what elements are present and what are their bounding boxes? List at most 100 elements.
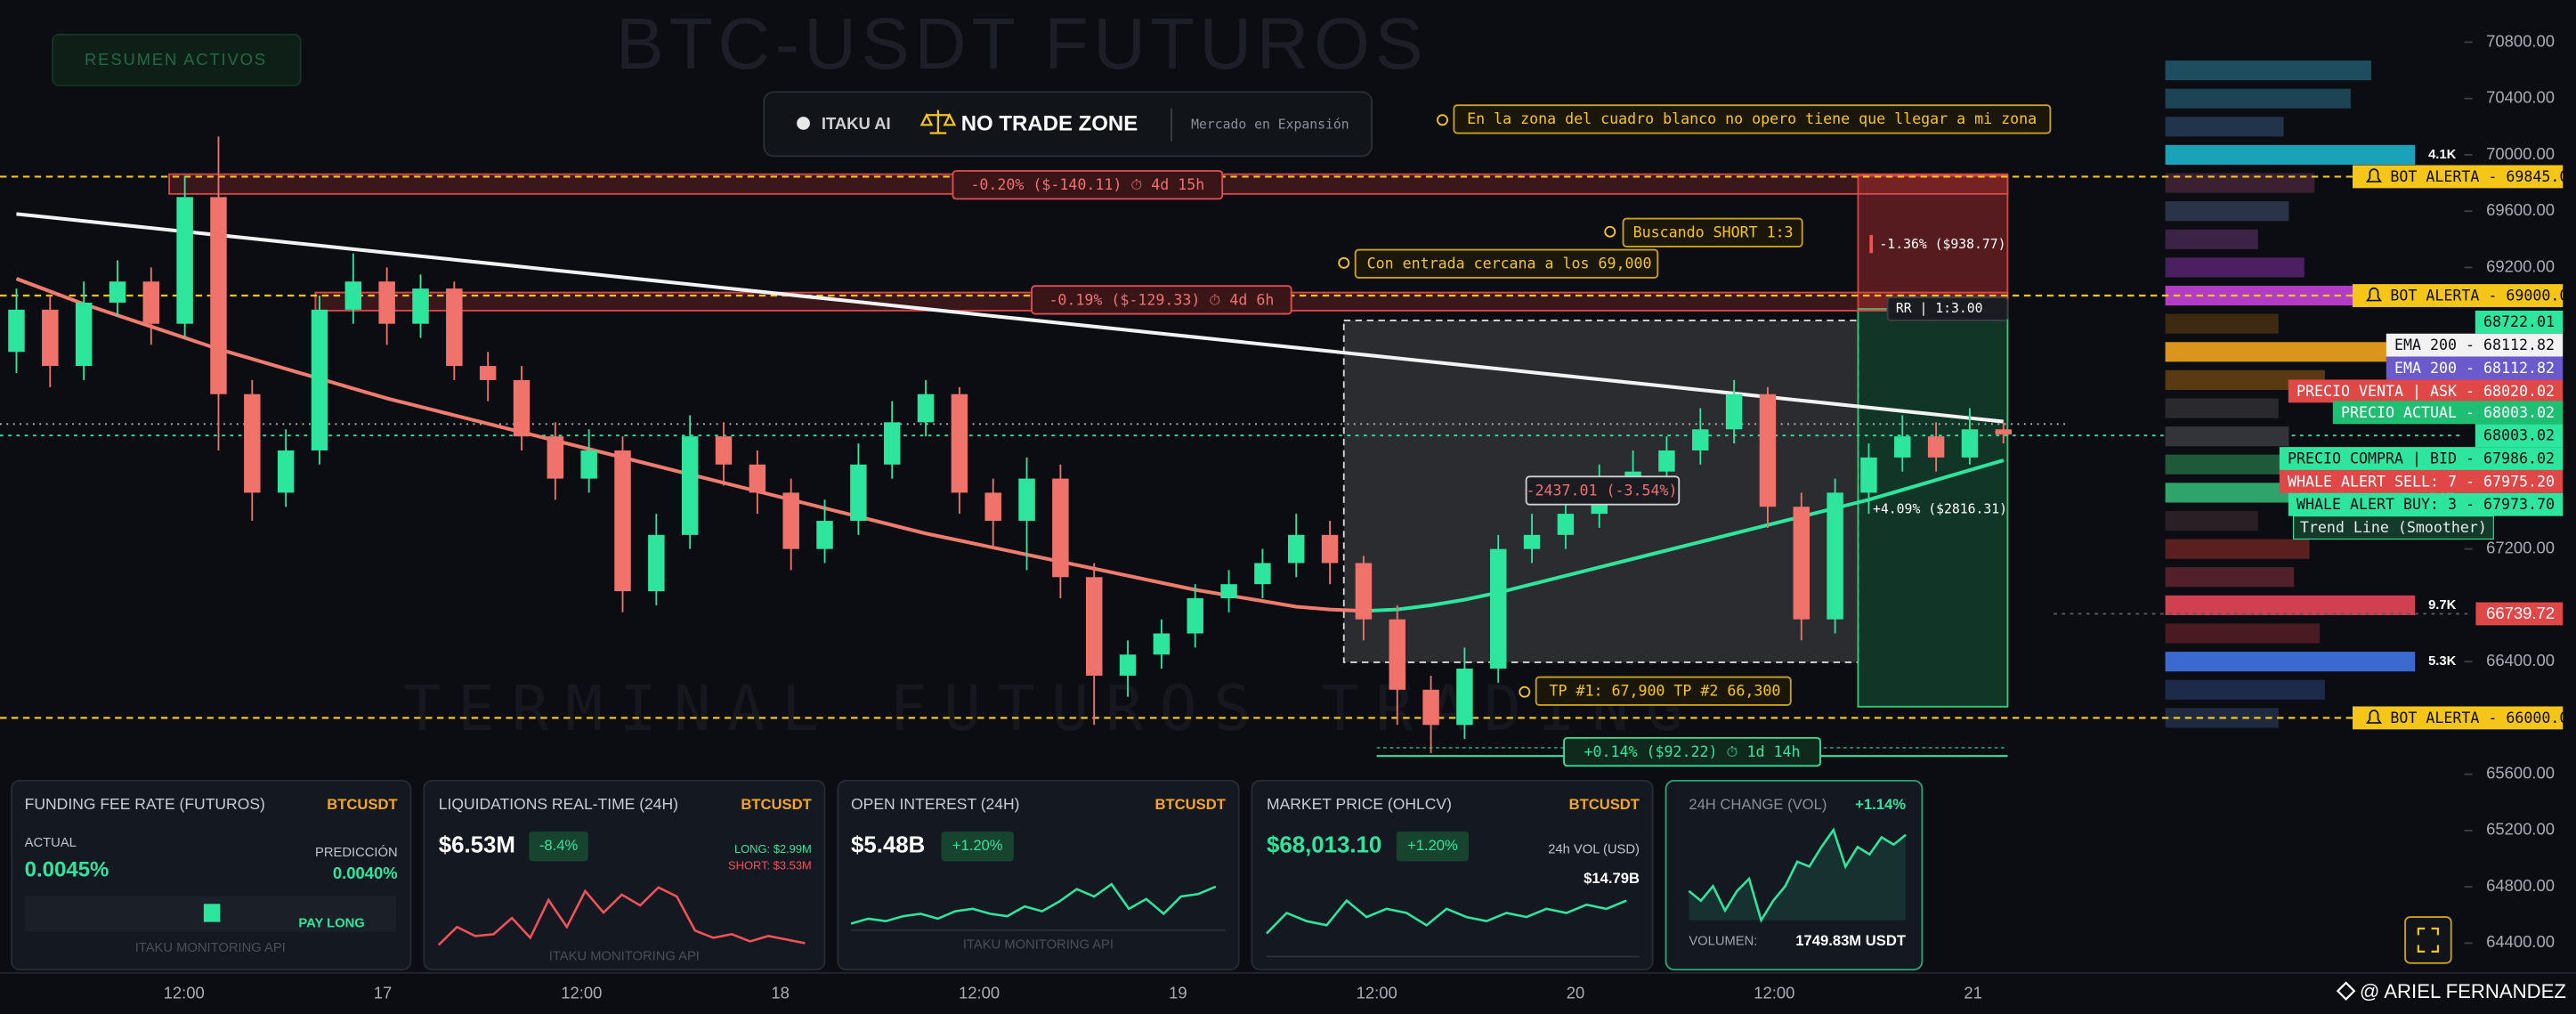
price-tag-label: PRECIO VENTA | ASK - 68020.02 xyxy=(2297,383,2555,400)
panel-signal: PAY LONG xyxy=(298,916,364,930)
annotation: -2437.01 (-3.54%) xyxy=(1527,482,1678,499)
panel-value: $5.48B xyxy=(851,833,925,858)
expand-button[interactable] xyxy=(2404,916,2452,964)
panel-symbol: BTCUSDT xyxy=(327,796,397,813)
candle-body xyxy=(42,309,59,367)
x-tick-label: 12:00 xyxy=(1754,984,1794,1002)
profile-bar xyxy=(2165,144,2416,166)
panel xyxy=(837,779,1240,971)
price-tag xyxy=(2288,492,2564,516)
panel-value: 0.0045% xyxy=(25,858,109,882)
panel-title: LIQUIDATIONS REAL-TIME (24H) xyxy=(439,795,678,813)
candle-body xyxy=(547,436,564,479)
alert-label: BOT ALERTA - 69845.00 xyxy=(2390,168,2576,185)
annotation: En la zona del cuadro blanco no opero ti… xyxy=(1467,110,2037,127)
panel-value: 0.0040% xyxy=(333,864,398,882)
candle-body xyxy=(244,393,261,493)
trend-tag-label: Trend Line (Smoother) xyxy=(2300,519,2487,536)
profile-bar xyxy=(2165,342,2408,362)
candle-body xyxy=(344,281,362,310)
overlay-line xyxy=(1363,458,2005,613)
profile-bar xyxy=(2165,652,2416,672)
annotation-dot xyxy=(1437,114,1448,126)
badge xyxy=(1396,831,1470,862)
price-tag xyxy=(2332,401,2564,425)
funding-marker xyxy=(203,904,221,922)
x-tick-label: 20 xyxy=(1567,984,1585,1002)
candle-body xyxy=(816,521,833,549)
profile-bar xyxy=(2165,257,2305,278)
candle-body xyxy=(210,197,227,394)
summary-button[interactable] xyxy=(52,33,302,86)
x-tick-label: 18 xyxy=(771,984,790,1002)
candle-body xyxy=(749,464,766,493)
profile-bar xyxy=(2165,623,2321,644)
candle-body xyxy=(1759,393,1777,507)
candle-body xyxy=(1725,393,1743,430)
y-tick-label: 70000.00 xyxy=(2486,144,2555,163)
right-labels: 68722.01 EMA 200 - 68112.82 EMA 200 - 6811… xyxy=(2279,310,2564,540)
candle-body xyxy=(681,436,699,535)
candle-body xyxy=(883,422,901,465)
annotation-box xyxy=(952,170,1224,200)
candle-body xyxy=(917,393,935,423)
price-tag-label: EMA 200 - 68112.82 xyxy=(2394,360,2555,377)
profile-bar xyxy=(2165,595,2416,615)
candle-body xyxy=(1220,584,1237,598)
annotation: Con entrada cercana a los 69,000 xyxy=(1367,256,1652,272)
price-tag xyxy=(2279,447,2564,470)
annotation-box xyxy=(1563,736,1821,767)
panel-source: ITAKU MONITORING API xyxy=(963,937,1114,952)
profile-bar xyxy=(2165,679,2325,700)
price-marker-label: 66739.72 xyxy=(2486,604,2555,622)
annotation: Buscando SHORT 1:3 xyxy=(1633,224,1794,241)
alert-box xyxy=(2352,706,2564,730)
price-tag xyxy=(2279,469,2564,493)
expand-icon[interactable] xyxy=(2417,927,2440,953)
candle-body xyxy=(1624,471,1641,479)
candle-body xyxy=(715,436,733,465)
price-marker-box xyxy=(2475,602,2564,626)
y-tick-label: 65600.00 xyxy=(2486,764,2555,783)
annotation: RR | 1:3.00 xyxy=(1896,301,1983,316)
alert-label: BOT ALERTA - 66000.00 xyxy=(2390,710,2576,726)
candle-body xyxy=(446,288,463,367)
candle-body xyxy=(1187,597,1203,634)
summary-button-label[interactable]: RESUMEN ACTIVOS xyxy=(85,50,267,69)
panel-label: PREDICCIÓN xyxy=(315,845,398,860)
profile-bar xyxy=(2165,369,2325,390)
candle-body xyxy=(850,464,867,522)
profile-bar xyxy=(2165,117,2284,137)
sparkline xyxy=(850,882,1217,925)
price-tag xyxy=(2386,333,2564,357)
y-tick-label: 70800.00 xyxy=(2486,31,2555,50)
badge xyxy=(941,831,1014,862)
candle-body xyxy=(614,450,631,592)
alert-box xyxy=(2352,165,2564,189)
annotation-box xyxy=(1031,285,1292,315)
annotation-marker xyxy=(1869,234,1874,254)
candle-body xyxy=(1422,689,1439,726)
candle-body xyxy=(1860,457,1877,493)
candle-body xyxy=(1523,534,1541,549)
profile-bar xyxy=(2165,229,2258,249)
panel xyxy=(423,779,826,971)
annotation-box xyxy=(1622,217,1803,247)
price-tag-label: 68003.02 xyxy=(2483,427,2555,444)
panel-symbol: BTCUSDT xyxy=(1155,796,1226,813)
overlay-line xyxy=(16,212,2004,424)
candle-body xyxy=(109,281,126,303)
candle-body xyxy=(1894,436,1911,458)
candle-body xyxy=(8,309,25,353)
candle-body xyxy=(782,492,799,549)
profile-bar xyxy=(2165,285,2408,306)
annotation: +4.09% ($2816.31) xyxy=(1873,501,2007,516)
candle-body xyxy=(951,393,968,493)
panel-symbol: BTCUSDT xyxy=(1569,796,1640,813)
watermark-title: BTC-USDT FUTUROS xyxy=(616,4,1429,85)
y-tick-label: 67200.00 xyxy=(2486,539,2555,557)
profile-bar xyxy=(2165,60,2371,81)
candle-body xyxy=(1254,563,1271,585)
panel-title: OPEN INTEREST (24H) xyxy=(851,795,1019,813)
